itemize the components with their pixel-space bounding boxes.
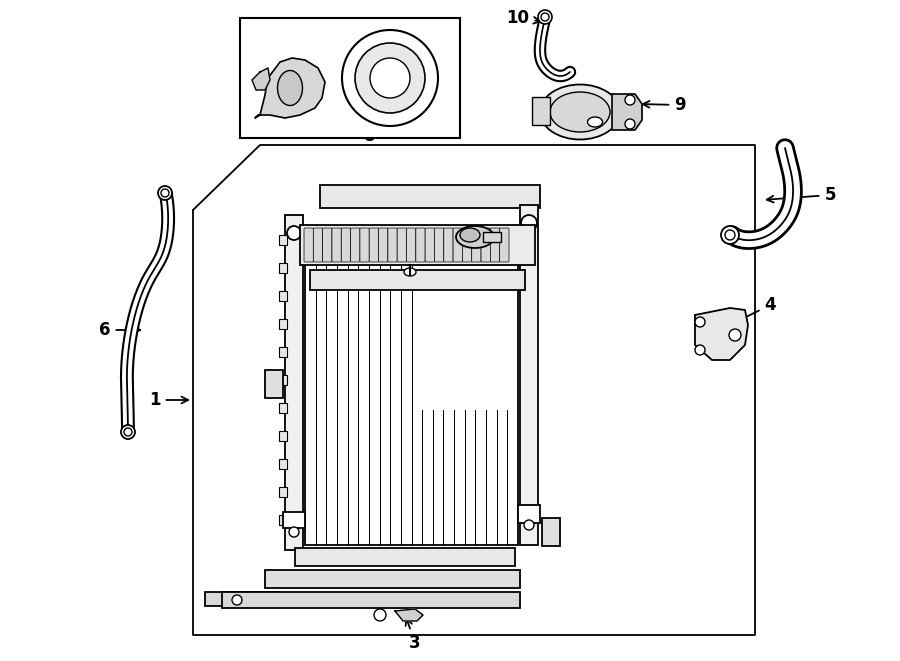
Bar <box>279 347 287 357</box>
Ellipse shape <box>277 71 302 106</box>
Circle shape <box>121 425 135 439</box>
Circle shape <box>374 609 386 621</box>
Text: 5: 5 <box>767 186 836 204</box>
Bar <box>532 97 550 125</box>
Circle shape <box>721 226 739 244</box>
Circle shape <box>289 527 299 537</box>
Bar <box>265 570 520 588</box>
FancyBboxPatch shape <box>500 228 509 262</box>
Text: 7: 7 <box>241 69 264 87</box>
Bar <box>279 263 287 273</box>
Bar <box>205 592 280 606</box>
Text: 1: 1 <box>149 391 188 409</box>
Polygon shape <box>695 308 748 360</box>
Bar <box>483 232 501 242</box>
Circle shape <box>342 30 438 126</box>
FancyBboxPatch shape <box>304 228 313 262</box>
Circle shape <box>538 10 552 24</box>
Bar <box>279 403 287 413</box>
Circle shape <box>695 345 705 355</box>
FancyBboxPatch shape <box>360 228 369 262</box>
Polygon shape <box>255 58 325 118</box>
Circle shape <box>625 119 635 129</box>
Bar <box>300 225 535 265</box>
FancyBboxPatch shape <box>369 228 379 262</box>
Bar <box>265 370 283 398</box>
Ellipse shape <box>456 226 494 248</box>
Bar <box>279 515 287 525</box>
FancyBboxPatch shape <box>453 228 463 262</box>
FancyBboxPatch shape <box>313 228 322 262</box>
Circle shape <box>355 43 425 113</box>
Bar <box>310 270 525 290</box>
Circle shape <box>695 317 705 327</box>
Text: 9: 9 <box>643 96 686 114</box>
Text: 6: 6 <box>99 321 140 339</box>
Ellipse shape <box>550 92 610 132</box>
Ellipse shape <box>588 117 602 127</box>
Circle shape <box>524 520 534 530</box>
FancyBboxPatch shape <box>397 228 407 262</box>
Circle shape <box>287 226 301 240</box>
Bar <box>279 291 287 301</box>
Bar <box>320 185 540 208</box>
Bar <box>518 505 540 523</box>
FancyBboxPatch shape <box>407 228 416 262</box>
Ellipse shape <box>540 85 620 139</box>
Polygon shape <box>395 609 423 621</box>
Text: 2: 2 <box>485 229 536 247</box>
FancyBboxPatch shape <box>388 228 397 262</box>
FancyBboxPatch shape <box>341 228 351 262</box>
FancyBboxPatch shape <box>491 228 500 262</box>
Polygon shape <box>252 68 270 90</box>
Bar <box>520 205 538 545</box>
FancyBboxPatch shape <box>463 228 472 262</box>
FancyBboxPatch shape <box>416 228 425 262</box>
Circle shape <box>370 58 410 98</box>
Bar <box>222 592 520 608</box>
Ellipse shape <box>460 228 480 242</box>
FancyBboxPatch shape <box>472 228 481 262</box>
FancyBboxPatch shape <box>351 228 360 262</box>
Bar <box>305 260 518 545</box>
FancyBboxPatch shape <box>332 228 341 262</box>
Circle shape <box>232 595 242 605</box>
FancyBboxPatch shape <box>322 228 332 262</box>
Circle shape <box>625 95 635 105</box>
Text: 10: 10 <box>507 9 540 27</box>
Bar <box>279 375 287 385</box>
Polygon shape <box>193 145 755 635</box>
Bar <box>279 487 287 497</box>
FancyBboxPatch shape <box>435 228 444 262</box>
Polygon shape <box>612 94 642 130</box>
Bar <box>279 459 287 469</box>
Ellipse shape <box>404 268 416 276</box>
Bar <box>283 512 305 528</box>
Bar <box>285 215 303 550</box>
Circle shape <box>124 428 132 436</box>
Bar <box>542 518 560 546</box>
FancyBboxPatch shape <box>379 228 388 262</box>
FancyBboxPatch shape <box>444 228 453 262</box>
Circle shape <box>161 189 169 197</box>
Circle shape <box>521 215 537 231</box>
Text: 3: 3 <box>406 619 421 652</box>
Circle shape <box>158 186 172 200</box>
Text: 8: 8 <box>364 124 376 145</box>
Bar <box>279 431 287 441</box>
Bar <box>279 235 287 245</box>
Bar <box>240 18 460 138</box>
FancyBboxPatch shape <box>481 228 491 262</box>
Circle shape <box>541 13 549 21</box>
Text: 4: 4 <box>724 296 776 328</box>
Bar <box>295 548 515 566</box>
Circle shape <box>725 230 735 240</box>
Bar <box>279 319 287 329</box>
Circle shape <box>729 329 741 341</box>
FancyBboxPatch shape <box>425 228 435 262</box>
